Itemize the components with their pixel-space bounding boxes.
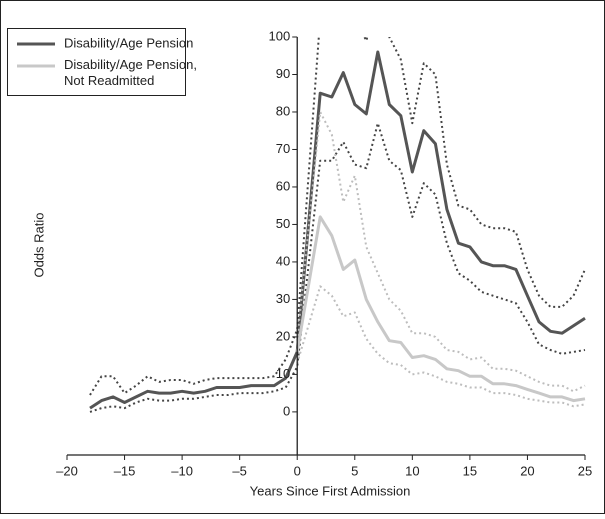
y-axis-label: Odds Ratio: [31, 212, 46, 277]
x-tick-label: 5: [351, 463, 358, 478]
y-tick-label: 50: [276, 216, 290, 231]
y-tick-label: 40: [276, 253, 290, 268]
y-tick-label: 60: [276, 178, 290, 193]
y-tick-label: 100: [269, 28, 291, 43]
confidence-line: [296, 111, 586, 393]
x-tick-label: 20: [520, 463, 534, 478]
plot-area: [89, 37, 586, 413]
x-tick-label: –5: [232, 463, 246, 478]
x-tick-label: 0: [294, 463, 301, 478]
legend-label: Disability/Age Pension: [64, 35, 193, 50]
x-axis-label: Years Since First Admission: [250, 483, 411, 498]
legend: Disability/Age Pension Disability/Age Pen…: [7, 28, 197, 96]
y-tick-label: 10: [276, 366, 290, 381]
y-tick-label: 20: [276, 328, 290, 343]
x-tick-label: 15: [463, 463, 477, 478]
legend-box: [7, 28, 186, 96]
x-tick-label: –10: [171, 463, 193, 478]
confidence-line: [89, 37, 586, 396]
legend-label: Disability/Age Pension, Not Readmitted: [64, 57, 197, 88]
x-tick-label: –20: [56, 463, 78, 478]
y-tick-label: 30: [276, 291, 290, 306]
y-tick-label: 70: [276, 141, 290, 156]
y-tick-label: 80: [276, 103, 290, 118]
x-tick-label: 10: [405, 463, 419, 478]
series-line: [295, 215, 586, 403]
x-tick-label: –15: [114, 463, 136, 478]
x-tick-label: 25: [578, 463, 592, 478]
series-line: [89, 50, 586, 410]
y-tick-label: 0: [283, 403, 290, 418]
y-tick-label: 90: [276, 66, 290, 81]
confidence-line: [296, 285, 586, 408]
